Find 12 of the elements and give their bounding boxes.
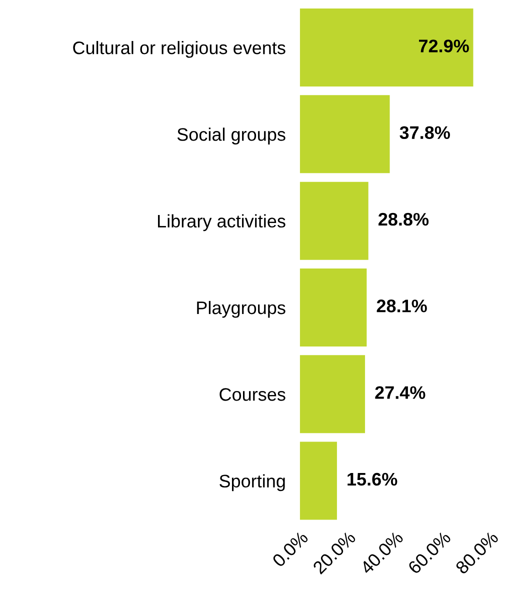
y-tick-label: Courses [220, 388, 286, 401]
y-tick-label: Social groups [177, 128, 286, 144]
data-label: 37.8% [400, 126, 450, 140]
data-label: 27.4% [375, 386, 426, 399]
data-label: 72.9% [419, 40, 469, 52]
y-tick-label: Library activities [158, 214, 286, 232]
data-label: 28.8% [378, 212, 429, 226]
y-tick-label: Sporting [220, 474, 285, 492]
data-label: 15.6% [348, 472, 398, 486]
y-tick-label: Playgroups [197, 300, 286, 318]
data-label: 28.1% [376, 300, 427, 312]
y-tick-label: Cultural or religious events [73, 40, 286, 58]
